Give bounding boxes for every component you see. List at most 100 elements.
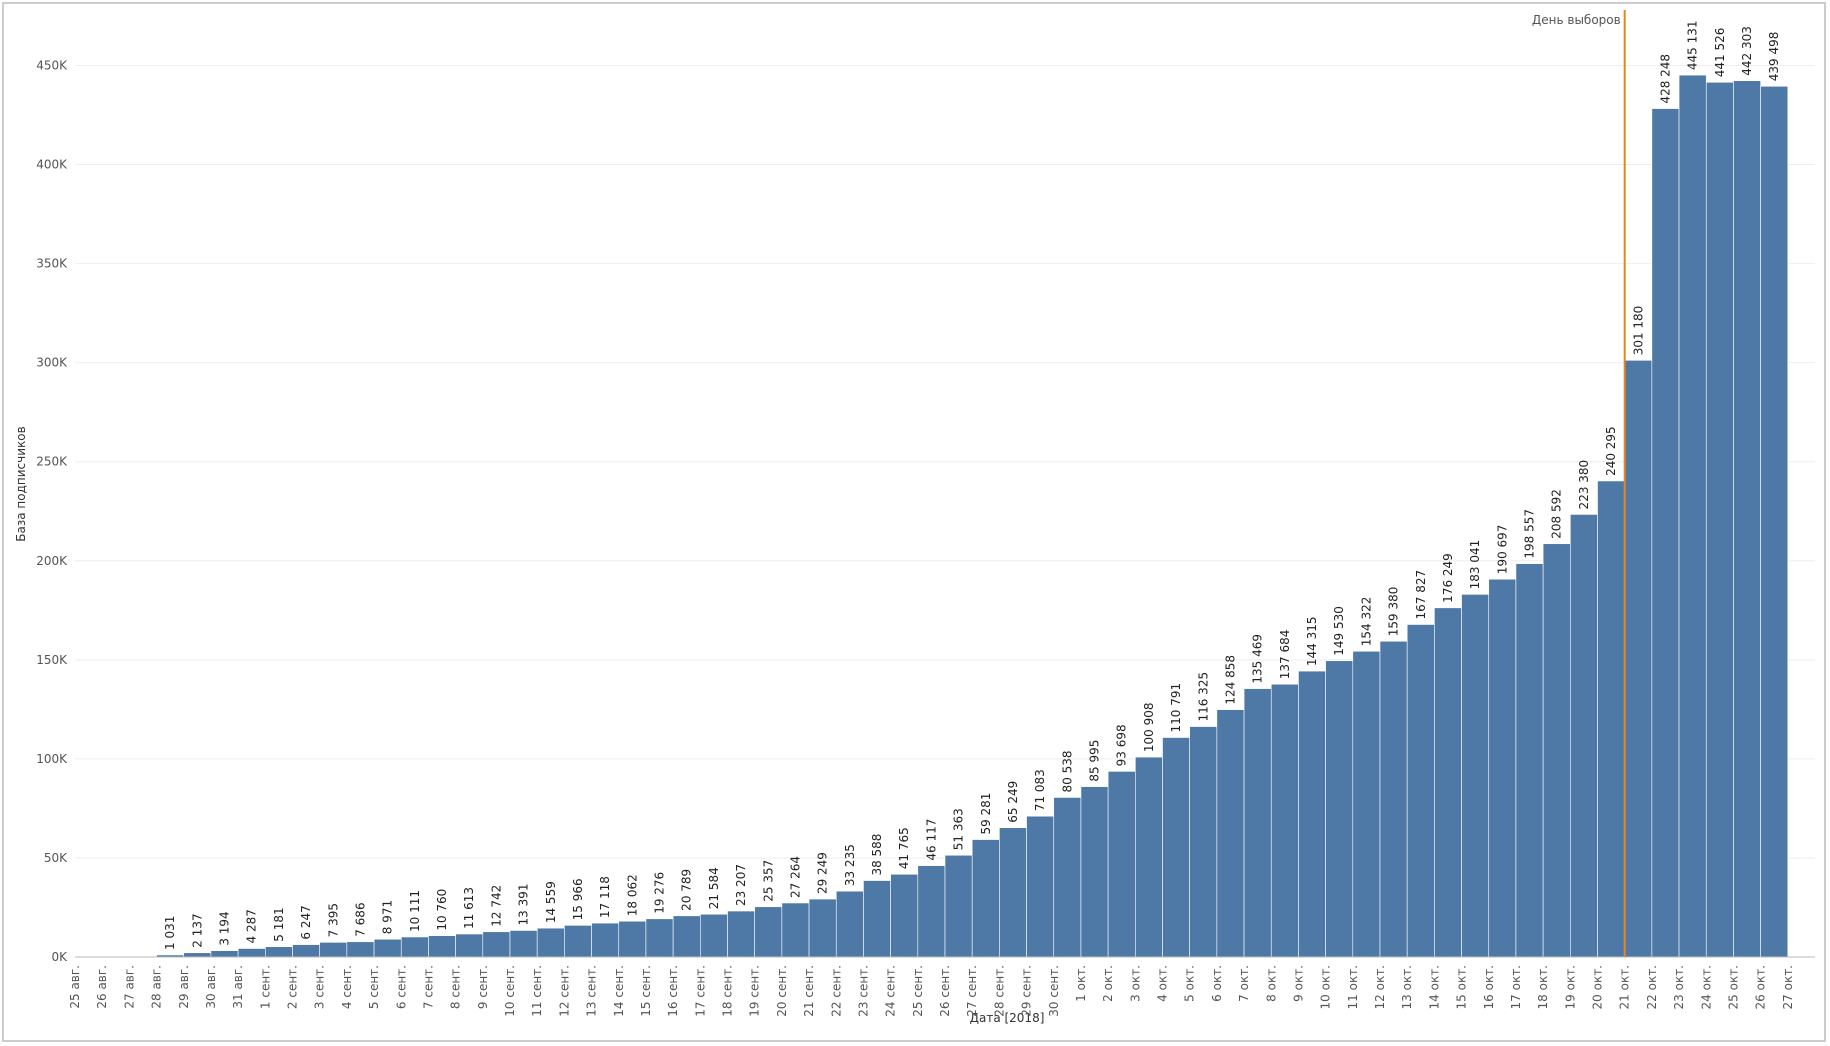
bar bbox=[1597, 480, 1625, 958]
value-label: 10 760 bbox=[435, 889, 449, 931]
bar bbox=[319, 942, 348, 958]
value-label: 441 526 bbox=[1713, 28, 1727, 78]
x-tick-label: 9 окт. bbox=[1291, 965, 1305, 1002]
x-tick-label: 13 окт. bbox=[1400, 965, 1414, 1009]
value-label: 7 395 bbox=[326, 903, 340, 937]
value-label: 1 031 bbox=[163, 916, 177, 950]
value-label: 110 791 bbox=[1169, 683, 1183, 733]
x-tick-label: 3 окт. bbox=[1128, 965, 1142, 1002]
x-tick-label: 18 сент. bbox=[721, 965, 735, 1017]
y-tick-label: 300K bbox=[36, 356, 68, 370]
value-label: 144 315 bbox=[1305, 616, 1319, 666]
y-tick-label: 250K bbox=[36, 455, 68, 469]
value-label: 116 325 bbox=[1196, 672, 1210, 722]
y-axis-title: База подписчиков bbox=[14, 426, 28, 541]
bar bbox=[1406, 624, 1435, 958]
x-tick-label: 7 окт. bbox=[1237, 965, 1251, 1002]
value-label: 8 971 bbox=[381, 900, 395, 934]
bar bbox=[1053, 797, 1082, 958]
x-tick-label: 14 окт. bbox=[1427, 965, 1441, 1009]
x-tick-label: 13 сент. bbox=[585, 965, 599, 1017]
bar bbox=[292, 944, 320, 958]
bar bbox=[944, 854, 973, 958]
x-tick-label: 14 сент. bbox=[612, 965, 626, 1017]
bar bbox=[237, 948, 266, 958]
value-label: 71 083 bbox=[1033, 769, 1047, 811]
bar bbox=[265, 946, 293, 958]
x-tick-label: 6 окт. bbox=[1210, 965, 1224, 1002]
value-label: 85 995 bbox=[1088, 740, 1102, 782]
x-tick-label: 25 сент. bbox=[911, 965, 925, 1017]
x-tick-label: 30 авг. bbox=[204, 965, 218, 1009]
bar bbox=[618, 920, 647, 958]
value-label: 124 858 bbox=[1223, 655, 1237, 705]
value-label: 442 303 bbox=[1740, 26, 1754, 76]
x-tick-label: 17 сент. bbox=[693, 965, 707, 1017]
bar bbox=[1352, 650, 1381, 958]
bar bbox=[210, 950, 239, 958]
x-tick-label: 4 окт. bbox=[1156, 965, 1170, 1002]
value-label: 21 584 bbox=[707, 867, 721, 909]
value-label: 137 684 bbox=[1278, 630, 1292, 680]
bar bbox=[808, 898, 837, 958]
x-tick-label: 22 сент. bbox=[829, 965, 843, 1017]
x-tick-label: 29 сент. bbox=[1020, 965, 1034, 1017]
x-tick-label: 12 окт. bbox=[1373, 965, 1387, 1009]
bar bbox=[1162, 737, 1190, 958]
value-label: 19 276 bbox=[653, 872, 667, 914]
value-label: 223 380 bbox=[1577, 460, 1591, 510]
x-tick-label: 17 окт. bbox=[1509, 965, 1523, 1009]
bar bbox=[183, 952, 212, 958]
x-tick-label: 7 сент. bbox=[421, 965, 435, 1009]
bar bbox=[1026, 815, 1055, 958]
bar bbox=[455, 933, 484, 958]
y-tick-label: 400K bbox=[36, 158, 68, 172]
y-tick-label: 350K bbox=[36, 257, 68, 271]
value-label: 135 469 bbox=[1251, 634, 1265, 684]
x-tick-label: 27 окт. bbox=[1781, 965, 1795, 1009]
bar bbox=[1542, 543, 1571, 958]
y-tick-label: 50K bbox=[44, 851, 68, 865]
x-tick-label: 30 сент. bbox=[1047, 965, 1061, 1017]
x-tick-label: 11 сент. bbox=[530, 965, 544, 1017]
x-tick-label: 29 авг. bbox=[177, 965, 191, 1009]
value-label: 27 264 bbox=[788, 856, 802, 898]
bar bbox=[1434, 607, 1462, 958]
x-tick-label: 23 окт. bbox=[1672, 965, 1686, 1009]
bar bbox=[373, 938, 402, 958]
x-tick-label: 15 сент. bbox=[639, 965, 653, 1017]
bar bbox=[1624, 360, 1653, 958]
bar bbox=[1189, 726, 1218, 958]
bar bbox=[1107, 771, 1136, 958]
value-label: 18 062 bbox=[625, 874, 639, 916]
y-tick-label: 200K bbox=[36, 554, 68, 568]
x-tick-label: 1 сент. bbox=[258, 965, 272, 1009]
x-tick-label: 23 сент. bbox=[856, 965, 870, 1017]
bar bbox=[1651, 108, 1680, 958]
value-label: 59 281 bbox=[979, 793, 993, 835]
value-label: 29 249 bbox=[816, 852, 830, 894]
value-label: 5 181 bbox=[272, 907, 286, 941]
x-tick-label: 27 сент. bbox=[965, 965, 979, 1017]
bar bbox=[645, 918, 674, 958]
y-tick-label: 450K bbox=[36, 58, 68, 72]
value-label: 4 287 bbox=[245, 909, 259, 943]
x-tick-label: 12 сент. bbox=[557, 965, 571, 1017]
x-tick-label: 6 сент. bbox=[394, 965, 408, 1009]
value-label: 20 789 bbox=[680, 869, 694, 911]
x-tick-label: 16 сент. bbox=[666, 965, 680, 1017]
value-label: 51 363 bbox=[952, 808, 966, 850]
value-label: 445 131 bbox=[1686, 20, 1700, 70]
x-tick-label: 8 окт. bbox=[1264, 965, 1278, 1002]
y-tick-label: 0K bbox=[51, 950, 68, 964]
bar bbox=[890, 873, 919, 958]
value-label: 428 248 bbox=[1658, 54, 1672, 104]
x-axis-title: Дата [2018] bbox=[970, 1011, 1045, 1025]
value-label: 3 194 bbox=[218, 911, 232, 945]
x-tick-label: 26 сент. bbox=[938, 965, 952, 1017]
value-label: 38 588 bbox=[870, 834, 884, 876]
bar bbox=[482, 931, 511, 958]
bar bbox=[672, 915, 701, 958]
value-label: 183 041 bbox=[1468, 540, 1482, 590]
